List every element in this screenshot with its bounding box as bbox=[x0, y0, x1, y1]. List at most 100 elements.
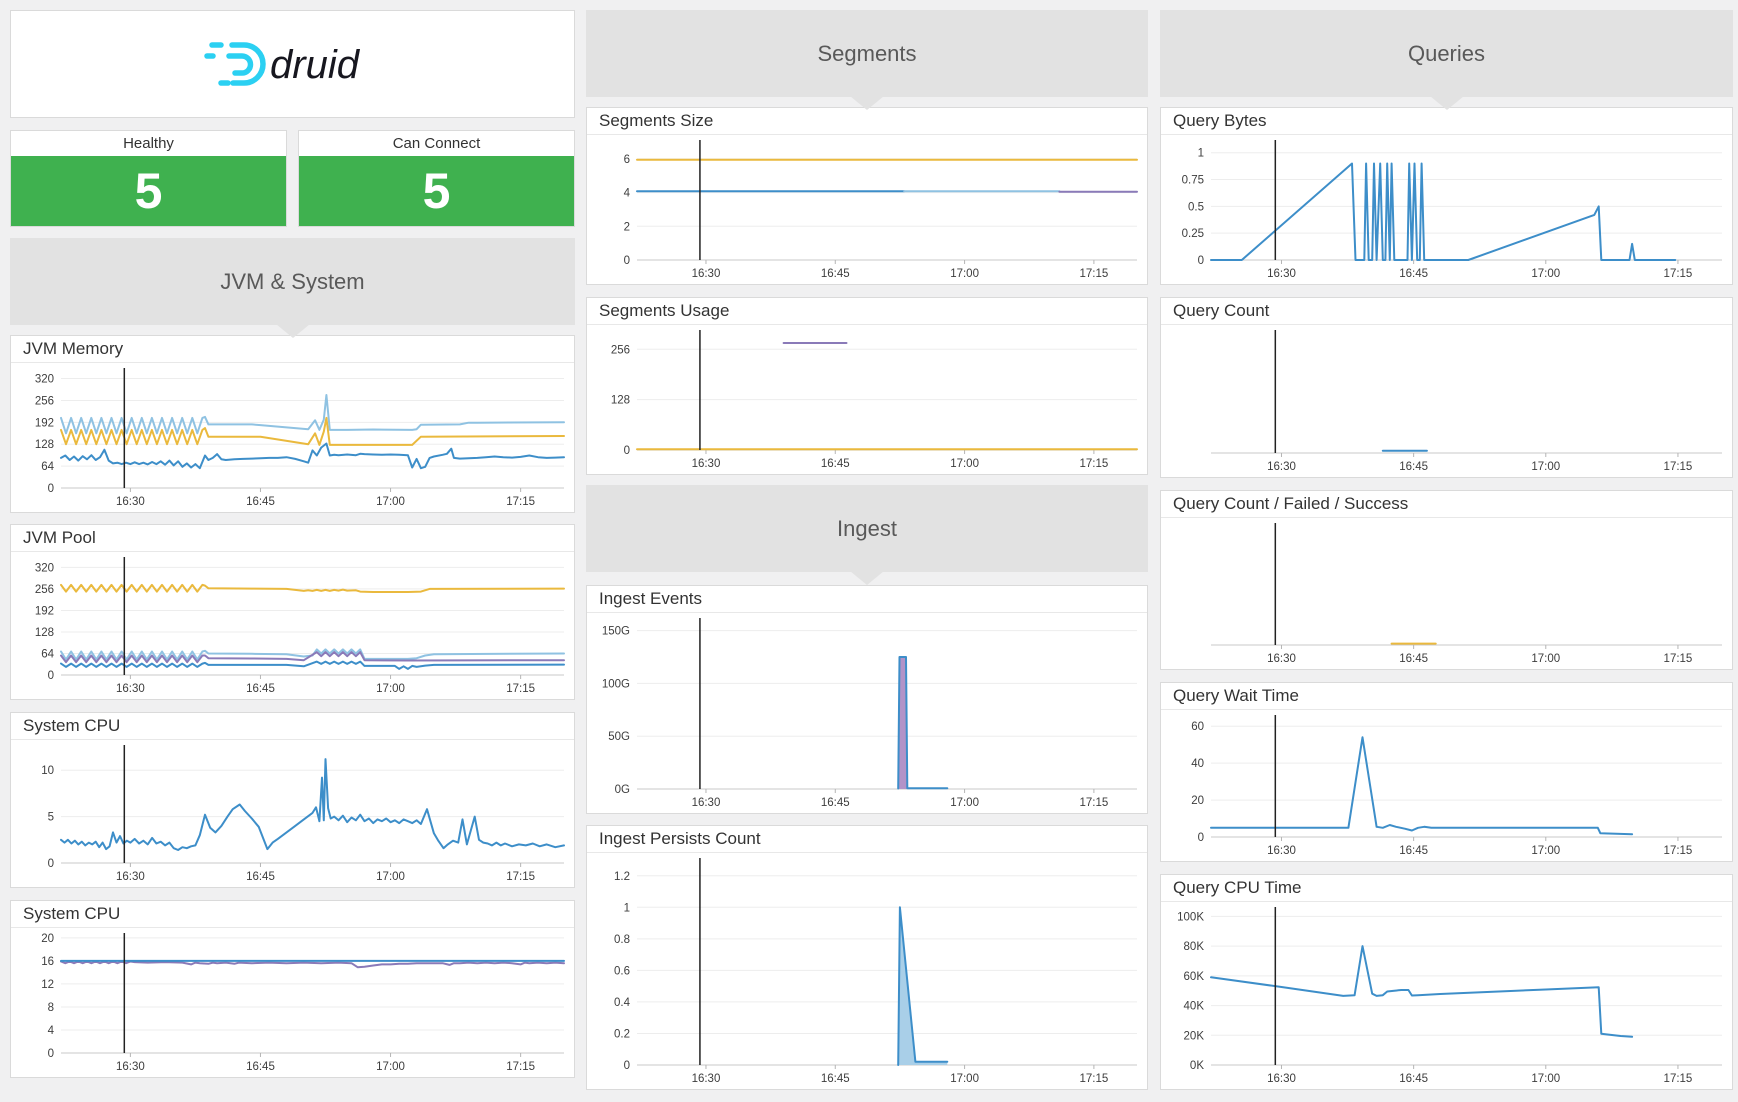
section-header-ingest: Ingest bbox=[586, 485, 1148, 585]
svg-text:16:45: 16:45 bbox=[246, 496, 275, 508]
svg-text:4: 4 bbox=[624, 188, 631, 200]
panel-ingest-persists: Ingest Persists Count 1.2 1 0.8 0.6 0.4 0.2 0 1… bbox=[586, 825, 1148, 1090]
svg-text:17:15: 17:15 bbox=[1664, 268, 1693, 280]
svg-text:17:00: 17:00 bbox=[1531, 1073, 1560, 1085]
svg-text:16:30: 16:30 bbox=[116, 683, 145, 695]
chart-query-count[interactable]: 16:30 16:45 17:00 17:15 bbox=[1161, 324, 1732, 477]
svg-text:16:30: 16:30 bbox=[116, 496, 145, 508]
svg-text:4: 4 bbox=[48, 1025, 55, 1037]
svg-text:16:45: 16:45 bbox=[246, 1061, 275, 1073]
section-header-segments: Segments bbox=[586, 10, 1148, 110]
chart-segments-usage[interactable]: 256 128 0 16:30 16:45 17:00 17:15 bbox=[587, 324, 1147, 474]
can-connect-status-value: 5 bbox=[299, 156, 574, 226]
panel-segments-size: Segments Size 6 4 2 0 16:30 16:45 17:00 17:15 bbox=[586, 107, 1148, 285]
chart-segments-size[interactable]: 6 4 2 0 16:30 16:45 17:00 17:15 bbox=[587, 134, 1147, 284]
svg-text:320: 320 bbox=[35, 374, 54, 386]
svg-text:17:15: 17:15 bbox=[506, 683, 535, 695]
panel-query-cpu-time: Query CPU Time 100K 80K 60K 40K 20K 0K 16:30 16… bbox=[1160, 874, 1733, 1090]
chart-query-bytes[interactable]: 1 0.75 0.5 0.25 0 16:30 16:45 17:00 17:15 bbox=[1161, 134, 1732, 284]
chart-query-cpu-time[interactable]: 100K 80K 60K 40K 20K 0K 16:30 16:45 17:00 17:15 bbox=[1161, 901, 1732, 1089]
svg-text:17:15: 17:15 bbox=[1664, 461, 1693, 473]
svg-text:0: 0 bbox=[624, 255, 630, 267]
section-title: Ingest bbox=[837, 515, 897, 541]
chart-title-jvm-pool: JVM Pool bbox=[11, 525, 574, 552]
svg-text:17:15: 17:15 bbox=[1080, 268, 1109, 280]
chart-title-jvm-memory: JVM Memory bbox=[11, 336, 574, 363]
can-connect-status-box: Can Connect 5 bbox=[298, 130, 575, 227]
svg-text:256: 256 bbox=[35, 584, 54, 596]
svg-text:16:30: 16:30 bbox=[692, 797, 721, 809]
svg-text:1: 1 bbox=[1198, 148, 1204, 160]
svg-text:16:30: 16:30 bbox=[1267, 1073, 1296, 1085]
svg-text:0.6: 0.6 bbox=[614, 965, 630, 977]
svg-text:16:45: 16:45 bbox=[246, 683, 275, 695]
svg-text:17:00: 17:00 bbox=[950, 268, 979, 280]
svg-text:60: 60 bbox=[1191, 721, 1204, 733]
svg-text:5: 5 bbox=[48, 812, 54, 824]
chart-query-count-failed-success[interactable]: 16:30 16:45 17:00 17:15 bbox=[1161, 517, 1732, 669]
svg-text:16: 16 bbox=[41, 956, 54, 968]
svg-text:17:15: 17:15 bbox=[1664, 1073, 1693, 1085]
svg-text:17:00: 17:00 bbox=[1531, 268, 1560, 280]
panel-system-cpu-1: System CPU 10 5 0 16:30 16:45 17:00 17:15 bbox=[10, 712, 575, 888]
svg-text:16:30: 16:30 bbox=[1267, 845, 1296, 857]
logo-panel: druid bbox=[10, 10, 575, 118]
svg-text:16:45: 16:45 bbox=[1399, 845, 1428, 857]
chart-title-query-wait: Query Wait Time bbox=[1161, 683, 1732, 710]
svg-text:0.2: 0.2 bbox=[614, 1028, 630, 1040]
section-title: Segments bbox=[817, 40, 917, 66]
svg-text:17:00: 17:00 bbox=[1531, 653, 1560, 665]
chart-title-segments-size: Segments Size bbox=[587, 108, 1147, 135]
chart-canvas: 1 0.75 0.5 0.25 0 16:30 16:45 17:00 17:15 bbox=[1182, 140, 1722, 280]
chart-jvm-memory[interactable]: 320 256 192 128 64 0 16:30 16:45 17:00 17:15 bbox=[11, 362, 574, 512]
svg-text:40K: 40K bbox=[1184, 1001, 1205, 1013]
section-title: JVM & System bbox=[220, 268, 365, 294]
healthy-status-value: 5 bbox=[11, 156, 286, 226]
svg-text:16:45: 16:45 bbox=[821, 797, 850, 809]
panel-jvm-pool: JVM Pool 320 256 192 128 64 0 16:30 16:45 17:00 1… bbox=[10, 524, 575, 700]
chart-ingest-events[interactable]: 150G 100G 50G 0G 16:30 16:45 17:00 17:15 bbox=[587, 612, 1147, 813]
druid-logo: druid bbox=[203, 42, 360, 87]
druid-logo-mark bbox=[203, 42, 266, 86]
svg-text:17:00: 17:00 bbox=[950, 458, 979, 470]
panel-system-cpu-2: System CPU 20 16 12 8 4 0 16:30 16:45 17:00 17:15 bbox=[10, 900, 575, 1078]
chart-canvas: 10 5 0 16:30 16:45 17:00 17:15 bbox=[41, 745, 565, 883]
svg-text:0.5: 0.5 bbox=[1188, 201, 1204, 213]
chart-canvas: 60 40 20 0 16:30 16:45 17:00 17:15 bbox=[1191, 715, 1722, 857]
svg-text:0: 0 bbox=[48, 1048, 54, 1060]
chart-title-segments-usage: Segments Usage bbox=[587, 298, 1147, 325]
svg-text:17:15: 17:15 bbox=[1664, 845, 1693, 857]
svg-text:0: 0 bbox=[624, 1060, 630, 1072]
svg-text:60K: 60K bbox=[1184, 971, 1205, 983]
chart-query-wait-time[interactable]: 60 40 20 0 16:30 16:45 17:00 17:15 bbox=[1161, 709, 1732, 861]
svg-text:0K: 0K bbox=[1190, 1060, 1204, 1072]
chart-jvm-pool[interactable]: 320 256 192 128 64 0 16:30 16:45 17:00 17:15 bbox=[11, 551, 574, 699]
svg-text:0: 0 bbox=[1198, 832, 1204, 844]
chart-ingest-persists-count[interactable]: 1.2 1 0.8 0.6 0.4 0.2 0 16:30 16:45 17:00 17:15 bbox=[587, 852, 1147, 1089]
svg-text:150G: 150G bbox=[602, 626, 630, 638]
svg-text:20: 20 bbox=[1191, 795, 1204, 807]
section-caret-icon bbox=[850, 96, 884, 110]
panel-query-count: Query Count 16:30 16:45 17:00 17:15 bbox=[1160, 297, 1733, 478]
chart-canvas: 16:30 16:45 17:00 17:15 bbox=[1211, 330, 1722, 473]
section-header-queries: Queries bbox=[1160, 10, 1733, 110]
chart-canvas: 6 4 2 0 16:30 16:45 17:00 17:15 bbox=[624, 140, 1138, 280]
svg-text:16:30: 16:30 bbox=[692, 268, 721, 280]
chart-system-cpu-2[interactable]: 20 16 12 8 4 0 16:30 16:45 17:00 17:15 bbox=[11, 927, 574, 1077]
svg-text:16:30: 16:30 bbox=[1267, 653, 1296, 665]
svg-text:16:30: 16:30 bbox=[1267, 461, 1296, 473]
svg-text:17:15: 17:15 bbox=[1080, 1073, 1109, 1085]
chart-canvas: 16:30 16:45 17:00 17:15 bbox=[1211, 523, 1722, 665]
chart-canvas: 256 128 0 16:30 16:45 17:00 17:15 bbox=[611, 330, 1138, 470]
chart-title-ingest-events: Ingest Events bbox=[587, 586, 1147, 613]
svg-text:0.25: 0.25 bbox=[1182, 228, 1204, 240]
chart-canvas: 320 256 192 128 64 0 16:30 16:45 17:00 17:15 bbox=[35, 368, 565, 508]
svg-text:17:00: 17:00 bbox=[376, 871, 405, 883]
chart-system-cpu-1[interactable]: 10 5 0 16:30 16:45 17:00 17:15 bbox=[11, 739, 574, 887]
svg-text:1.2: 1.2 bbox=[614, 871, 630, 883]
svg-text:16:30: 16:30 bbox=[692, 458, 721, 470]
svg-text:80K: 80K bbox=[1184, 941, 1205, 953]
svg-text:12: 12 bbox=[41, 979, 54, 991]
svg-text:0: 0 bbox=[1198, 255, 1204, 267]
svg-text:17:00: 17:00 bbox=[376, 683, 405, 695]
